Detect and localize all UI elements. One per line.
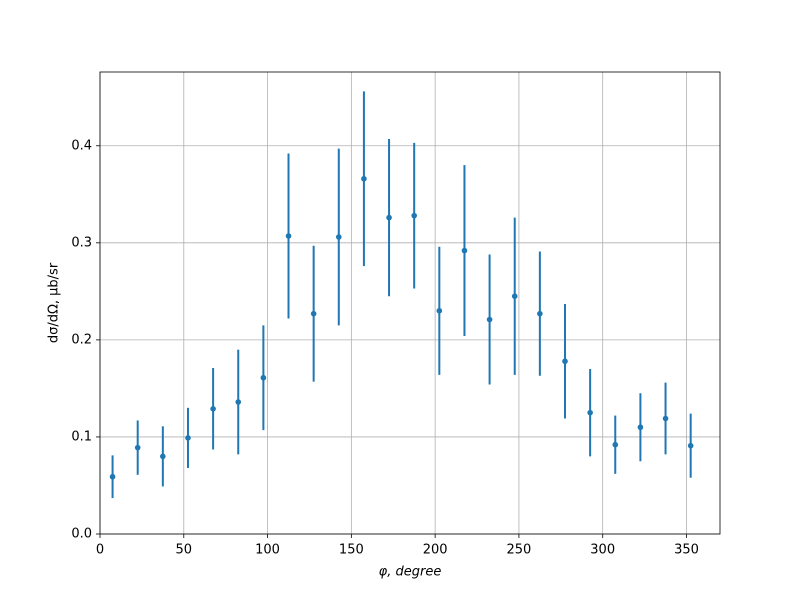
data-point (511, 293, 518, 300)
data-point (235, 399, 242, 405)
data-point (185, 435, 191, 441)
x-tick-label: 350 (674, 543, 699, 558)
data-point (486, 316, 493, 323)
y-tick-label: 0.1 (71, 429, 92, 444)
data-point (436, 307, 443, 314)
data-point (687, 442, 694, 449)
data-point (562, 358, 568, 365)
x-tick-label: 0 (96, 543, 104, 558)
x-tick-label: 300 (590, 543, 615, 558)
data-point (285, 233, 292, 239)
x-tick-label: 100 (255, 543, 280, 558)
y-tick-label: 0.4 (71, 138, 92, 153)
x-tick-label: 50 (176, 543, 193, 558)
data-point (361, 175, 367, 182)
data-point (637, 424, 644, 431)
x-tick-label: 150 (339, 543, 364, 558)
data-point (260, 374, 267, 381)
x-tick-label: 200 (423, 543, 448, 558)
y-tick-label: 0.0 (71, 527, 92, 542)
data-point (210, 405, 216, 412)
data-point (537, 310, 543, 317)
y-axis-label: dσ/dΩ, μb/sr (47, 262, 62, 343)
plot-frame (99, 71, 721, 535)
data-point (461, 247, 468, 254)
data-point (587, 409, 593, 416)
data-point (411, 212, 417, 219)
data-point (386, 214, 392, 221)
data-point (160, 453, 166, 460)
data-point (335, 234, 342, 240)
data-point (134, 444, 141, 451)
data-point (310, 310, 317, 317)
data-point (109, 473, 116, 480)
y-tick-label: 0.3 (71, 235, 92, 250)
data-point (612, 441, 619, 448)
x-tick-label: 250 (507, 543, 532, 558)
data-point (662, 415, 669, 422)
y-tick-label: 0.2 (71, 332, 92, 347)
x-axis-label: φ, degree (379, 565, 442, 580)
